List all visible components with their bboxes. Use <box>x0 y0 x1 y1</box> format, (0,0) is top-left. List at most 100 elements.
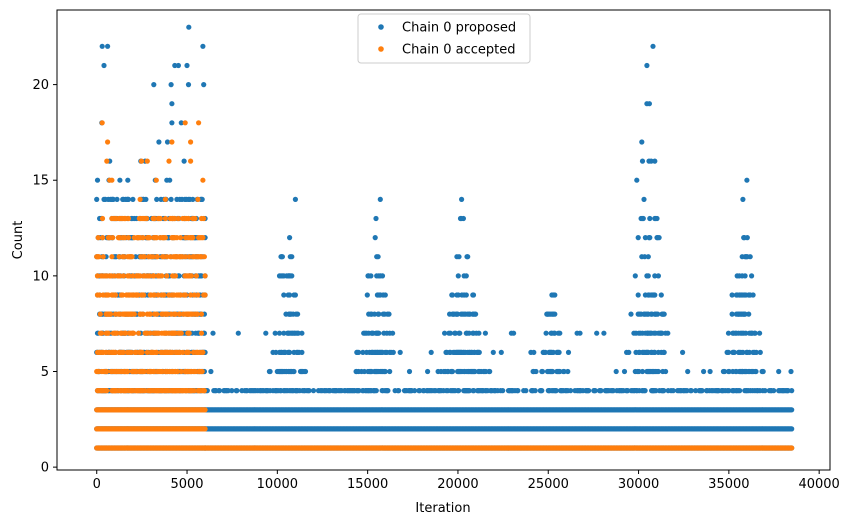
proposed-point <box>476 349 482 355</box>
proposed-point <box>542 349 549 355</box>
proposed-point <box>390 349 396 355</box>
proposed-point <box>699 388 705 394</box>
proposed-point <box>151 82 157 88</box>
proposed-point <box>586 388 592 394</box>
accepted-point <box>125 368 131 375</box>
proposed-point <box>757 330 763 336</box>
proposed-point <box>306 388 312 394</box>
proposed-point <box>652 292 658 298</box>
proposed-point <box>539 388 545 394</box>
proposed-point <box>397 349 403 355</box>
proposed-point <box>498 349 504 355</box>
proposed-point <box>661 388 667 394</box>
proposed-point <box>387 368 393 375</box>
proposed-point <box>373 215 379 222</box>
proposed-point <box>208 368 214 375</box>
proposed-point <box>565 368 571 375</box>
proposed-point <box>356 388 362 394</box>
proposed-point <box>680 349 686 355</box>
proposed-point <box>376 330 382 336</box>
accepted-point <box>125 215 132 222</box>
proposed-point <box>375 254 381 260</box>
proposed-point <box>789 407 795 413</box>
proposed-point <box>471 388 477 394</box>
proposed-point <box>753 368 759 375</box>
accepted-point <box>120 292 126 298</box>
proposed-point <box>361 368 367 375</box>
proposed-point <box>117 177 123 183</box>
proposed-point <box>368 273 374 279</box>
proposed-point <box>500 388 506 394</box>
proposed-point <box>390 330 396 336</box>
proposed-point <box>105 43 111 49</box>
proposed-point <box>263 330 269 336</box>
proposed-point <box>659 330 665 336</box>
accepted-point <box>96 254 102 260</box>
proposed-point <box>287 349 293 355</box>
proposed-point <box>466 330 472 336</box>
accepted-point <box>135 292 141 298</box>
proposed-point <box>186 24 192 30</box>
proposed-point <box>267 368 273 375</box>
accepted-point <box>121 254 127 260</box>
proposed-point <box>455 311 461 317</box>
proposed-point <box>175 62 181 69</box>
accepted-point <box>144 215 150 222</box>
proposed-point <box>636 368 642 375</box>
proposed-point <box>178 120 184 126</box>
accepted-point <box>105 292 111 298</box>
accepted-point <box>104 368 110 375</box>
accepted-point <box>141 292 147 298</box>
proposed-point <box>94 177 101 183</box>
accepted-point <box>99 330 105 336</box>
proposed-point <box>287 235 293 241</box>
proposed-point <box>746 311 752 317</box>
proposed-point <box>742 273 748 279</box>
proposed-point <box>550 368 556 375</box>
proposed-point <box>273 349 279 355</box>
proposed-point <box>592 388 598 394</box>
proposed-point <box>740 349 746 355</box>
accepted-point <box>139 349 145 355</box>
proposed-point <box>456 388 462 394</box>
proposed-point <box>632 273 638 279</box>
accepted-point <box>147 330 153 336</box>
proposed-point <box>169 120 175 126</box>
proposed-point <box>648 158 654 164</box>
proposed-point <box>373 388 379 394</box>
proposed-point <box>455 292 461 298</box>
accepted-point <box>122 235 128 241</box>
proposed-point <box>281 330 287 336</box>
proposed-point <box>634 177 640 183</box>
proposed-point <box>125 196 132 202</box>
proposed-point <box>466 388 473 394</box>
proposed-point <box>234 388 240 394</box>
proposed-point <box>276 330 283 336</box>
proposed-point <box>455 273 461 279</box>
proposed-point <box>510 330 517 336</box>
proposed-point <box>291 368 297 375</box>
proposed-point <box>472 368 478 375</box>
proposed-point <box>594 330 600 336</box>
proposed-point <box>447 330 453 336</box>
accepted-point <box>120 349 127 355</box>
proposed-point <box>101 62 107 69</box>
proposed-point <box>417 388 423 394</box>
proposed-point <box>172 62 178 69</box>
proposed-point <box>737 388 743 394</box>
proposed-point <box>776 368 782 375</box>
proposed-point <box>543 330 549 336</box>
accepted-point <box>150 254 156 260</box>
proposed-point <box>523 388 529 394</box>
proposed-point <box>176 273 182 279</box>
proposed-point <box>628 311 634 317</box>
proposed-point <box>621 368 628 375</box>
proposed-point <box>356 349 362 355</box>
proposed-point <box>289 273 295 279</box>
proposed-point <box>225 388 231 394</box>
proposed-point <box>360 349 366 355</box>
proposed-point <box>641 196 647 202</box>
accepted-point <box>146 235 153 241</box>
proposed-point <box>287 292 293 298</box>
proposed-point <box>168 196 174 202</box>
